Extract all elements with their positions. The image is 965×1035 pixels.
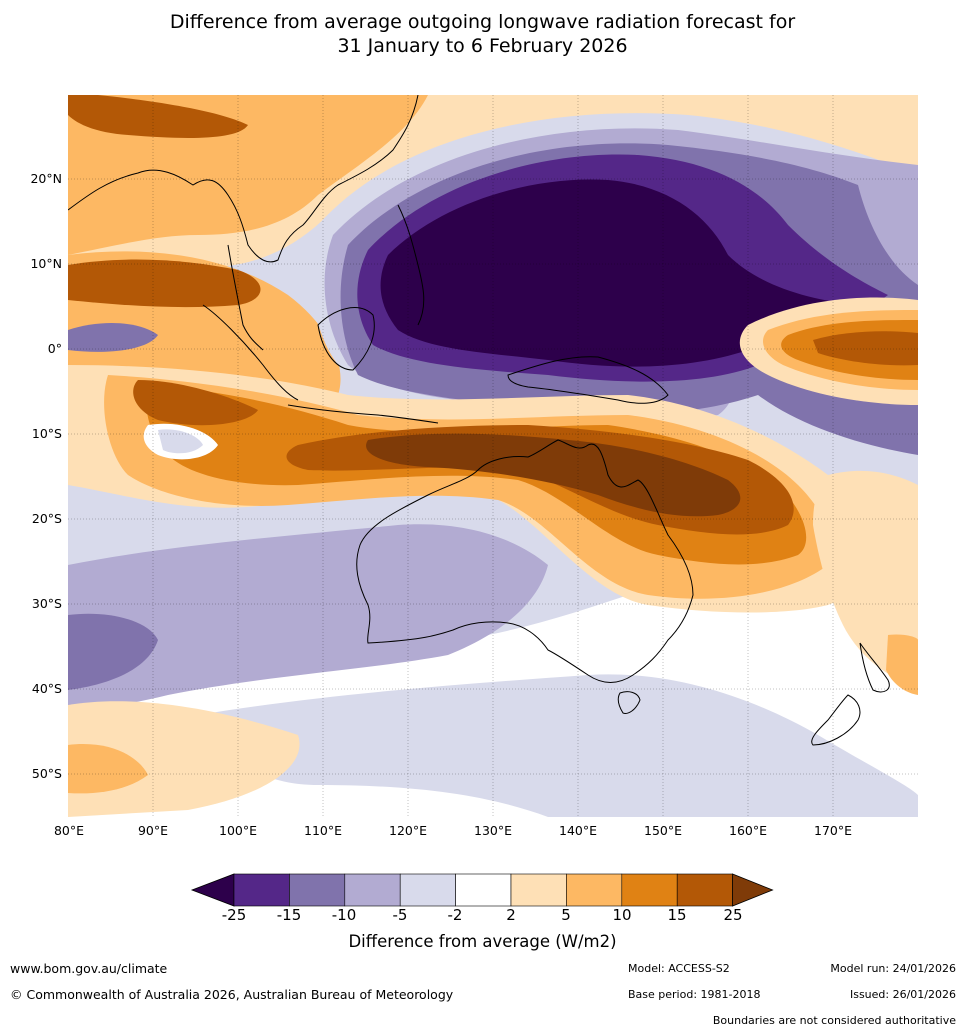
colorbar-tick: 10 — [612, 906, 632, 924]
graticule — [68, 95, 918, 817]
lon-label-120e: 120°E — [388, 823, 428, 838]
philippines-coastline — [397, 204, 425, 326]
colorbar-over-triangle — [732, 873, 774, 907]
colorbar-cell — [676, 873, 733, 907]
footer-model: Model: ACCESS-S2 — [628, 962, 730, 975]
colorbar-tick: -15 — [276, 906, 302, 924]
contour-orange-tasman — [886, 634, 918, 695]
malay-peninsula-coastline — [227, 244, 264, 351]
olr-anomaly-map — [68, 95, 918, 817]
colorbar-cell — [566, 873, 623, 907]
lat-label-20n: 20°N — [30, 171, 62, 186]
footer-url[interactable]: www.bom.gov.au/climate — [10, 961, 168, 976]
colorbar-cell — [621, 873, 678, 907]
lon-label-110e: 110°E — [303, 823, 343, 838]
colorbar-cell — [510, 873, 567, 907]
footer-model-run: Model run: 24/01/2026 — [830, 962, 956, 975]
sumatra-coastline — [202, 304, 299, 401]
colorbar — [190, 873, 774, 907]
contour-dark-orange-north — [68, 259, 261, 308]
contour-light-purple-indian — [158, 429, 203, 454]
colorbar-cell — [455, 873, 512, 907]
colorbar-tick: 25 — [723, 906, 743, 924]
title-line-1: Difference from average outgoing longwav… — [169, 11, 796, 33]
contour-purple-west-strip — [68, 323, 158, 352]
colorbar-tick: -5 — [392, 906, 408, 924]
lon-label-140e: 140°E — [558, 823, 598, 838]
contour-purple-southwest-dark — [68, 613, 158, 690]
contour-dark-orange-east — [813, 331, 918, 366]
lon-label-150e: 150°E — [643, 823, 683, 838]
lat-label-10n: 10°N — [30, 256, 62, 271]
lat-label-20s: 20°S — [31, 511, 62, 526]
lat-label-50s: 50°S — [31, 766, 62, 781]
colorbar-tick: -25 — [221, 906, 247, 924]
contour-purple-southwest — [68, 524, 548, 715]
java-coastline — [287, 404, 439, 424]
tasmania-coastline — [617, 691, 641, 714]
contour-orange-light-tasman — [813, 470, 918, 685]
australia-coastline — [356, 439, 694, 683]
colorbar-tick: -10 — [331, 906, 357, 924]
contour-light-purple-south — [198, 674, 918, 817]
footer-disclaimer: Boundaries are not considered authoritat… — [712, 1014, 956, 1027]
footer-base-period: Base period: 1981-2018 — [628, 988, 761, 1001]
asia-coastline — [68, 95, 419, 263]
map-title: Difference from average outgoing longwav… — [0, 10, 965, 58]
colorbar-cell — [289, 873, 346, 907]
borneo-coastline — [317, 307, 375, 371]
contour-dark-orange-northwest — [68, 95, 248, 138]
lon-label-90e: 90°E — [137, 823, 169, 838]
title-line-2: 31 January to 6 February 2026 — [337, 35, 628, 57]
colorbar-under-triangle — [190, 873, 235, 907]
lon-label-100e: 100°E — [218, 823, 258, 838]
contour-orange-light-southwest — [68, 701, 300, 817]
contour-strong-purple-pacific — [380, 179, 858, 367]
colorbar-label: Difference from average (W/m2) — [348, 932, 617, 951]
lon-label-130e: 130°E — [473, 823, 513, 838]
colorbar-tick: 2 — [506, 906, 516, 924]
colorbar-cell — [233, 873, 290, 907]
colorbar-tick: 15 — [667, 906, 687, 924]
lat-label-10s: 10°S — [31, 426, 62, 441]
lat-label-30s: 30°S — [31, 596, 62, 611]
lon-label-160e: 160°E — [728, 823, 768, 838]
colorbar-tick: 5 — [561, 906, 571, 924]
new-zealand-coastline — [811, 642, 890, 746]
footer-copyright: © Commonwealth of Australia 2026, Austra… — [10, 987, 454, 1002]
lon-label-80e: 80°E — [53, 823, 85, 838]
contour-orange-southwest — [68, 744, 148, 794]
colorbar-cell — [399, 873, 456, 907]
lat-label-40s: 40°S — [31, 681, 62, 696]
new-guinea-coastline — [507, 356, 669, 404]
colorbar-cell — [344, 873, 401, 907]
contour-dark-orange-indian — [133, 380, 258, 426]
lat-label-0: 0° — [47, 341, 62, 356]
colorbar-tick: -2 — [447, 906, 463, 924]
lon-label-170e: 170°E — [813, 823, 853, 838]
contour-strong-orange-australia — [366, 433, 741, 517]
footer-issued: Issued: 26/01/2026 — [849, 988, 956, 1001]
